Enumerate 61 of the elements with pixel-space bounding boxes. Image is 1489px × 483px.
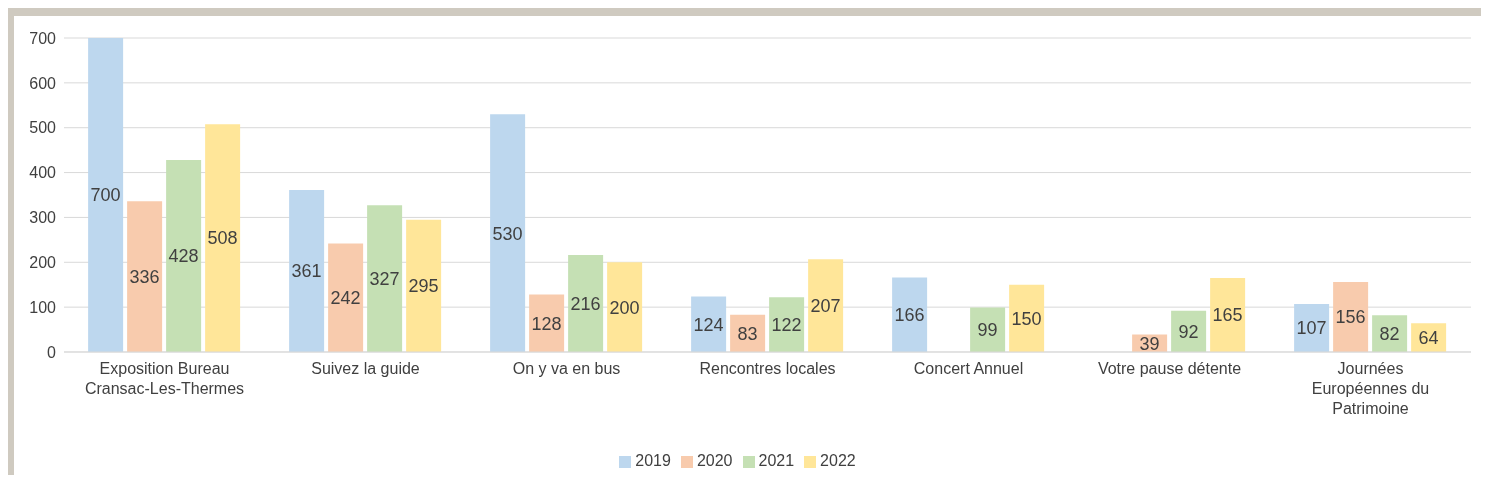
- y-tick-label: 300: [29, 209, 57, 227]
- bar: [490, 114, 526, 352]
- data-label: 327: [369, 269, 400, 290]
- y-tick-label: 0: [47, 343, 57, 361]
- data-label: 82: [1379, 324, 1400, 344]
- data-label: 530: [492, 223, 523, 244]
- legend-label: 2020: [696, 452, 733, 469]
- y-tick-label: 700: [29, 29, 57, 47]
- y-tick-label: 500: [29, 119, 57, 137]
- x-tick-label: Votre pause détente: [1097, 360, 1242, 377]
- data-label: 207: [810, 295, 841, 316]
- data-label: 361: [291, 261, 322, 282]
- data-label: 150: [1011, 308, 1042, 329]
- bar: [127, 201, 163, 352]
- x-tick-label: Exposition Bureau Cransac-Les-Thermes: [84, 360, 245, 397]
- legend-label: 2022: [820, 452, 856, 469]
- data-label: 166: [894, 305, 925, 326]
- bar: [1333, 282, 1369, 352]
- bar: [367, 205, 403, 352]
- data-label: 92: [1178, 321, 1199, 342]
- bar: [328, 243, 364, 352]
- data-label: 508: [207, 228, 238, 249]
- x-tick-label: Concert Annuel: [913, 360, 1024, 377]
- x-tick-label: On y va en bus: [512, 360, 621, 377]
- y-tick-label: 200: [29, 253, 57, 271]
- bar: [607, 262, 643, 352]
- bar: [808, 259, 844, 352]
- bar: [289, 190, 325, 352]
- x-tick-label: Rencontres locales: [699, 360, 836, 377]
- x-tick-label: Suivez la guide: [311, 360, 420, 377]
- bar: [1210, 277, 1246, 352]
- data-label: 39: [1139, 333, 1160, 354]
- legend-label: 2021: [758, 452, 795, 469]
- data-label: 700: [90, 185, 121, 206]
- bar: [892, 277, 928, 352]
- bar: [166, 160, 202, 352]
- data-label: 107: [1296, 318, 1327, 339]
- data-label: 336: [129, 267, 160, 288]
- bar: [88, 38, 124, 352]
- bar: [205, 124, 241, 352]
- data-label: 156: [1335, 307, 1366, 328]
- data-label: 428: [168, 246, 199, 267]
- bar: [406, 219, 442, 352]
- data-label: 124: [693, 314, 724, 335]
- bar: [568, 255, 604, 352]
- data-label: 165: [1212, 305, 1243, 326]
- data-label: 122: [771, 315, 802, 336]
- y-tick-label: 100: [29, 298, 57, 316]
- data-label: 83: [737, 323, 758, 344]
- data-label: 295: [408, 276, 439, 297]
- data-label: 128: [531, 313, 562, 334]
- data-label: 200: [609, 297, 640, 318]
- y-tick-label: 400: [29, 164, 57, 182]
- bar: [1009, 284, 1045, 352]
- x-tick-label: Journées Européennes du Patrimoine: [1311, 360, 1430, 417]
- data-label: 242: [330, 288, 361, 309]
- y-tick-label: 600: [29, 74, 57, 92]
- data-label: 99: [977, 320, 998, 341]
- data-label: 64: [1418, 328, 1439, 349]
- data-label: 216: [570, 293, 601, 314]
- legend-label: 2019: [635, 452, 671, 469]
